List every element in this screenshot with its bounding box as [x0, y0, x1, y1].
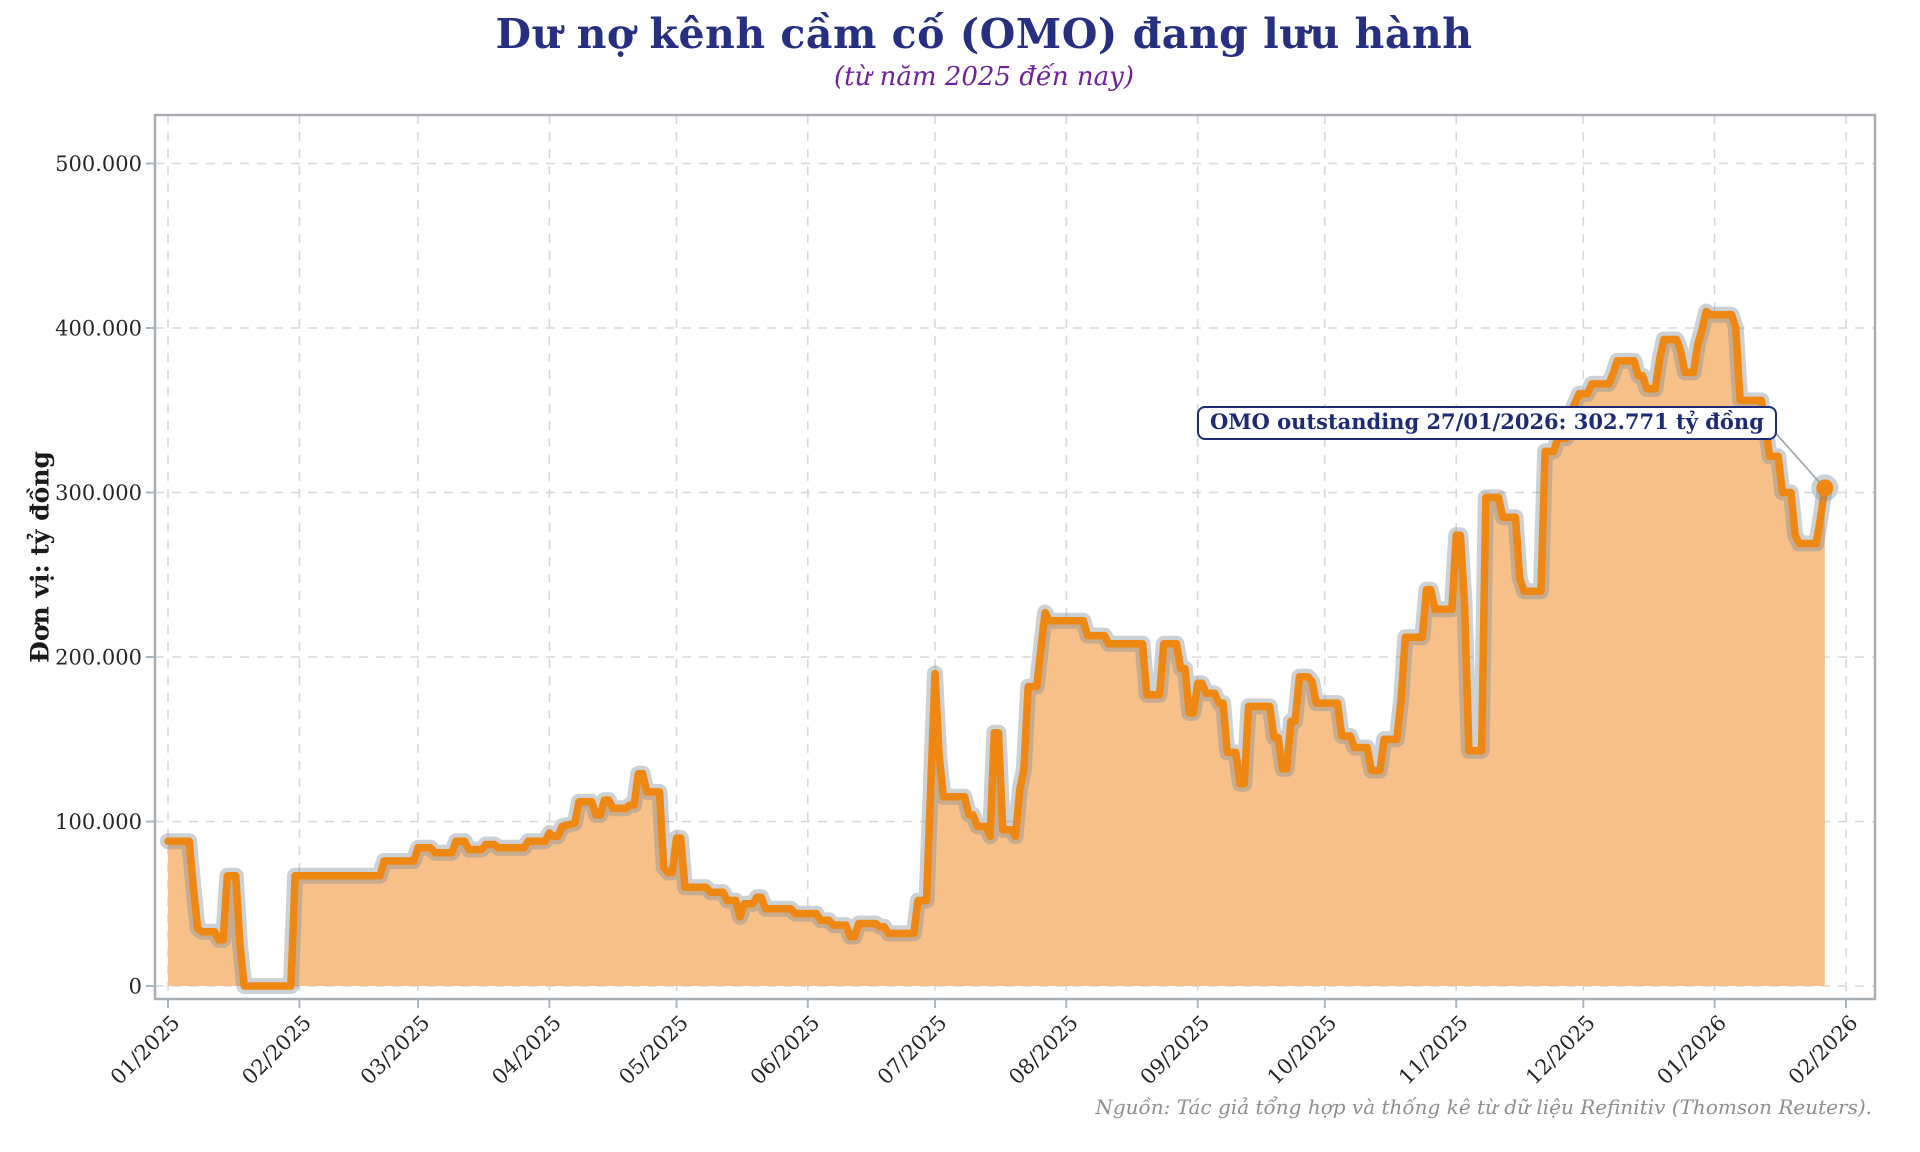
x-tick-label: 03/2025 — [356, 1011, 435, 1090]
x-tick-label: 02/2026 — [1784, 1011, 1863, 1090]
annotation-leader-line — [1772, 429, 1822, 485]
x-tick-label: 02/2025 — [237, 1011, 316, 1090]
plot-border — [153, 113, 1877, 1001]
chart-subtitle: (từ năm 2025 đến nay) — [834, 62, 1134, 92]
x-tick-label: 07/2025 — [873, 1011, 952, 1090]
y-tick-label: 500.000 — [55, 152, 142, 176]
chart-title: Dư nợ kênh cầm cố (OMO) đang lưu hành — [495, 10, 1473, 58]
area-fill — [168, 311, 1825, 986]
x-tick-label: 05/2025 — [614, 1011, 693, 1090]
y-tick-label: 0 — [129, 975, 142, 999]
x-tick-label: 01/2026 — [1652, 1011, 1731, 1090]
x-tick-label: 11/2025 — [1394, 1011, 1473, 1090]
x-tick-label: 04/2025 — [487, 1011, 566, 1090]
x-tick-label: 08/2025 — [1004, 1011, 1083, 1090]
x-tick-label: 12/2025 — [1521, 1011, 1600, 1090]
annotation-box: OMO outstanding 27/01/2026: 302.771 tỷ đ… — [1197, 406, 1777, 440]
x-tick-label: 01/2025 — [106, 1011, 185, 1090]
source-note: Nguồn: Tác giả tổng hợp và thống kê từ d… — [1095, 1095, 1872, 1119]
y-tick-label: 400.000 — [55, 317, 142, 341]
x-tick-label: 06/2025 — [746, 1011, 825, 1090]
x-tick-label: 10/2025 — [1263, 1011, 1342, 1090]
last-point-marker — [1816, 479, 1834, 497]
y-tick-label: 100.000 — [55, 810, 142, 834]
y-tick-label: 200.000 — [55, 646, 142, 670]
y-tick-label: 300.000 — [55, 481, 142, 505]
x-tick-label: 09/2025 — [1136, 1011, 1215, 1090]
